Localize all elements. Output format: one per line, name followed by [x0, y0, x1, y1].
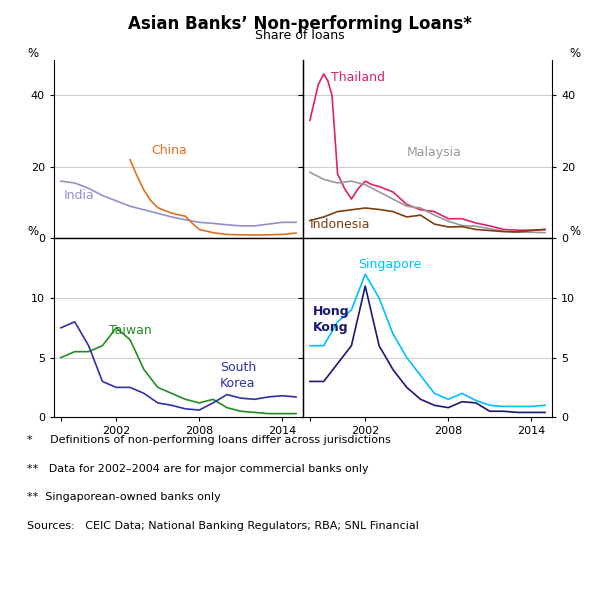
Text: *     Definitions of non-performing loans differ across jurisdictions: * Definitions of non-performing loans di… — [27, 435, 391, 445]
Text: **  Singaporean-owned banks only: ** Singaporean-owned banks only — [27, 492, 221, 502]
Text: South
Korea: South Korea — [220, 361, 256, 390]
Text: Share of loans: Share of loans — [255, 29, 345, 42]
Text: Thailand: Thailand — [331, 71, 385, 84]
Text: %: % — [569, 225, 581, 238]
Text: Indonesia: Indonesia — [310, 218, 370, 231]
Text: Sources:   CEIC Data; National Banking Regulators; RBA; SNL Financial: Sources: CEIC Data; National Banking Reg… — [27, 521, 419, 531]
Text: %: % — [569, 46, 581, 60]
Text: India: India — [64, 189, 94, 202]
Text: China: China — [151, 144, 187, 157]
Text: Singapore: Singapore — [358, 258, 422, 271]
Text: Asian Banks’ Non-performing Loans*: Asian Banks’ Non-performing Loans* — [128, 15, 472, 33]
Text: **   Data for 2002–2004 are for major commercial banks only: ** Data for 2002–2004 are for major comm… — [27, 464, 368, 474]
Text: %: % — [28, 225, 39, 238]
Text: Malaysia: Malaysia — [407, 146, 461, 159]
Text: Hong
Kong: Hong Kong — [313, 305, 349, 334]
Text: Taiwan: Taiwan — [109, 324, 152, 337]
Text: %: % — [28, 46, 39, 60]
